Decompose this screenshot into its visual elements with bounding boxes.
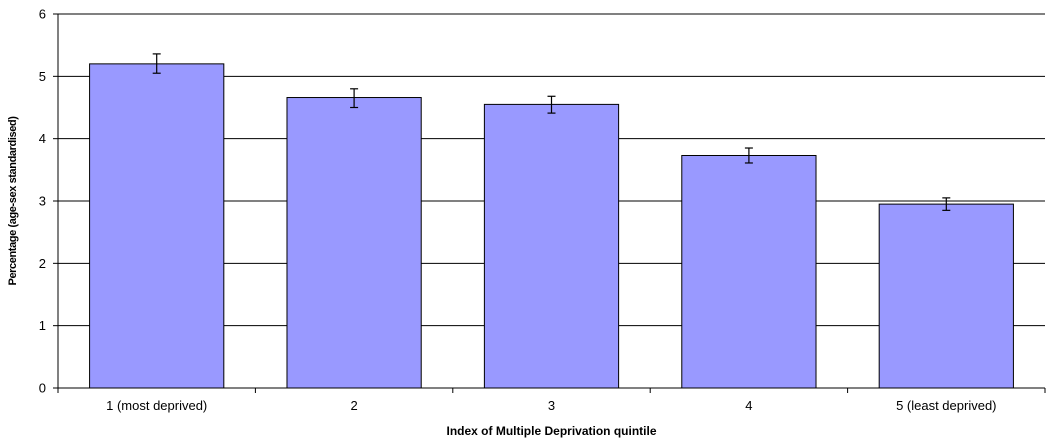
bar-3 bbox=[483, 103, 620, 389]
x-tick-label-2: 2 bbox=[350, 398, 357, 413]
y-tick-label-1: 1 bbox=[39, 318, 46, 333]
x-axis-title: Index of Multiple Deprivation quintile bbox=[446, 424, 656, 438]
y-tick-label-2: 2 bbox=[39, 256, 46, 271]
y-tick-label-5: 5 bbox=[39, 69, 46, 84]
x-tick-label-3: 3 bbox=[548, 398, 555, 413]
bar-4 bbox=[681, 154, 817, 389]
x-tick-label-1: 1 (most deprived) bbox=[106, 398, 207, 413]
bar-1 bbox=[89, 63, 225, 389]
y-tick-label-4: 4 bbox=[39, 131, 46, 146]
y-tick-label-0: 0 bbox=[39, 381, 46, 396]
x-tick-label-4: 4 bbox=[745, 398, 752, 413]
x-tick-label-5: 5 (least deprived) bbox=[896, 398, 996, 413]
bar-5 bbox=[878, 203, 1014, 389]
y-axis-title: Percentage (age-sex standardised) bbox=[7, 116, 19, 286]
error-bars bbox=[152, 53, 951, 211]
tick-labels: 0 1 2 3 4 5 6 1 (most deprived) 2 3 4 5 (least depr… bbox=[39, 7, 997, 414]
y-tick-label-6: 6 bbox=[39, 7, 46, 22]
axes bbox=[53, 13, 1046, 393]
bar-2 bbox=[286, 97, 422, 389]
y-tick-label-3: 3 bbox=[39, 194, 46, 209]
